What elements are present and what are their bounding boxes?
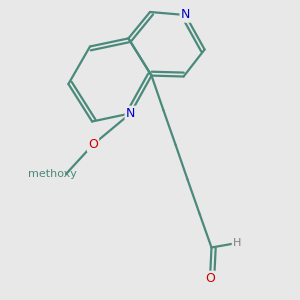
Text: methoxy: methoxy bbox=[28, 169, 77, 179]
Text: N: N bbox=[126, 107, 135, 120]
Text: O: O bbox=[205, 272, 215, 285]
Text: H: H bbox=[233, 238, 241, 248]
Text: N: N bbox=[181, 8, 190, 22]
Text: O: O bbox=[88, 138, 98, 151]
